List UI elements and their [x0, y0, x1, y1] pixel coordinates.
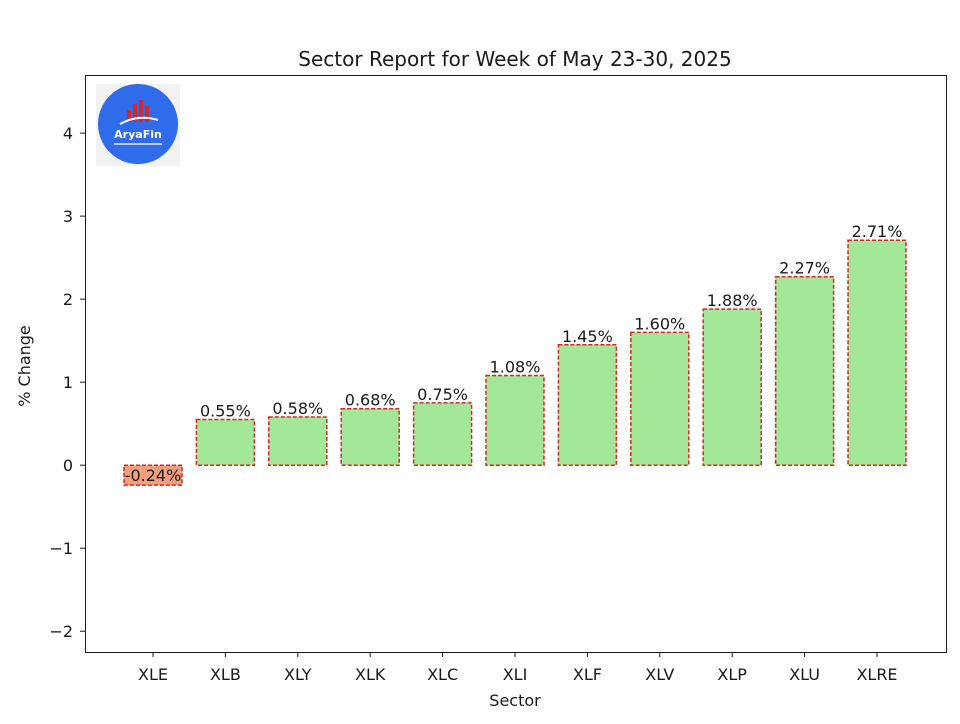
aryafin-logo: AryaFin [96, 84, 180, 166]
x-axis: XLE XLB XLY XLK XLC XLI XLF XLV XLP XLU XLRE [138, 652, 898, 684]
y-tick-label-3: 1 [63, 373, 73, 392]
bar-xli [485, 374, 545, 466]
x-tick-label-xlv: XLV [645, 665, 674, 684]
x-tick-label-xli: XLI [503, 665, 528, 684]
bar-xly [268, 416, 328, 466]
y-tick-label-4: 2 [63, 290, 73, 309]
x-tick-label-xly: XLY [284, 665, 312, 684]
value-label-xly: 0.58% [272, 399, 323, 418]
y-tick-label-2: 0 [63, 456, 73, 475]
y-tick-label-5: 3 [63, 207, 73, 226]
x-tick-label-xlb: XLB [210, 665, 241, 684]
value-labels-group: -0.24% 0.55% 0.58% 0.68% 0.75% 1.08% 1.45% 1.60… [125, 222, 903, 485]
value-label-xli: 1.08% [490, 358, 541, 377]
y-tick-label-6: 4 [63, 124, 73, 143]
value-label-xlf: 1.45% [562, 327, 613, 346]
bar-xle [123, 464, 183, 486]
x-tick-label-xlp: XLP [717, 665, 747, 684]
y-axis: −2 −1 0 1 2 3 4 [49, 124, 85, 641]
bar-xlk [340, 407, 400, 466]
y-axis-label: % Change [15, 325, 34, 407]
x-tick-label-xlu: XLU [789, 665, 820, 684]
value-label-xlb: 0.55% [200, 402, 251, 421]
x-tick-label-xlre: XLRE [856, 665, 897, 684]
value-label-xlk: 0.68% [345, 391, 396, 410]
value-label-xlp: 1.88% [707, 291, 758, 310]
bar-xlv [630, 331, 690, 466]
y-tick-label-1: −1 [49, 539, 73, 558]
value-label-xlc: 0.75% [417, 385, 468, 404]
x-tick-label-xle: XLE [138, 665, 168, 684]
bar-xlb [195, 418, 256, 466]
logo-tagline [114, 143, 162, 145]
bar-xlre [847, 239, 907, 466]
bar-xlc [412, 402, 473, 466]
value-label-xle: -0.24% [125, 466, 182, 485]
bar-xlf [557, 344, 618, 466]
bars-group [123, 239, 907, 486]
y-tick-label-0: −2 [49, 622, 73, 641]
logo-swoosh-icon [119, 116, 159, 125]
logo-bars-icon [127, 100, 149, 122]
logo-circle [98, 84, 178, 164]
x-tick-label-xlc: XLC [427, 665, 458, 684]
value-label-xlu: 2.27% [779, 259, 830, 278]
chart-title: Sector Report for Week of May 23-30, 202… [298, 47, 731, 71]
value-label-xlv: 1.60% [634, 314, 685, 333]
bar-xlp [702, 308, 762, 466]
bar-xlu [774, 275, 835, 466]
x-tick-label-xlf: XLF [573, 665, 602, 684]
x-tick-label-xlk: XLK [355, 665, 386, 684]
logo-text: AryaFin [114, 128, 162, 141]
value-label-xlre: 2.71% [852, 222, 903, 241]
x-axis-label: Sector [489, 691, 541, 710]
